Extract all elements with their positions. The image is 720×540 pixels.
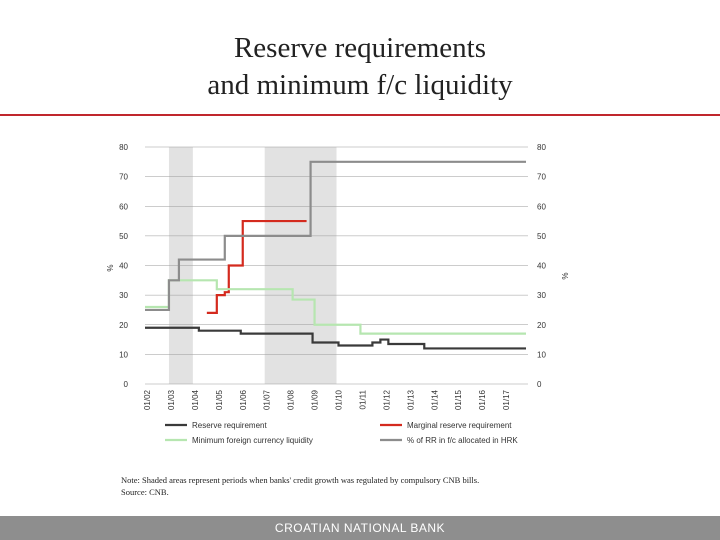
slide-title: Reserve requirements and minimum f/c liq… <box>0 30 720 104</box>
x-tick-label-01-04: 01/04 <box>191 389 200 410</box>
x-tick-label-01-16: 01/16 <box>478 389 487 410</box>
y-axis-label-left: % <box>106 264 115 271</box>
x-tick-label-01-06: 01/06 <box>239 389 248 410</box>
y-tick-left-30: 30 <box>119 291 128 300</box>
y-tick-right-30: 30 <box>537 291 546 300</box>
x-tick-label-01-08: 01/08 <box>287 389 296 410</box>
x-tick-label-01-13: 01/13 <box>406 389 415 410</box>
x-tick-label-01-07: 01/07 <box>263 389 272 410</box>
y-axis-label-right: % <box>560 272 569 279</box>
y-tick-right-60: 60 <box>537 202 546 211</box>
y-tick-left-50: 50 <box>119 232 128 241</box>
y-tick-right-10: 10 <box>537 350 546 359</box>
y-tick-left-20: 20 <box>119 321 128 330</box>
series-line-reserve-requirement <box>145 326 527 350</box>
slide-title-line2: and minimum f/c liquidity <box>207 69 513 101</box>
x-tick-label-01-02: 01/02 <box>143 389 152 410</box>
slide-title-line1: Reserve requirements <box>233 32 487 64</box>
y-tick-right-20: 20 <box>537 321 546 330</box>
y-tick-right-80: 80 <box>537 143 546 152</box>
y-tick-right-70: 70 <box>537 173 546 182</box>
y-tick-left-60: 60 <box>119 202 128 211</box>
series-line-of-rr-in-f-c-allocated-in-hrk <box>145 160 527 312</box>
footer-label: CROATIAN NATIONAL BANK <box>274 521 446 535</box>
x-tick-label-01-03: 01/03 <box>167 389 176 410</box>
x-tick-label-01-14: 01/14 <box>430 389 439 410</box>
x-tick-label-01-12: 01/12 <box>382 389 391 410</box>
x-tick-label-01-09: 01/09 <box>311 389 320 410</box>
legend-label-reserve-requirement: Reserve requirement <box>192 421 267 430</box>
y-tick-left-70: 70 <box>119 173 128 182</box>
series-line-marginal-reserve-requirement <box>206 219 307 314</box>
x-tick-label-01-15: 01/15 <box>454 389 463 410</box>
chart-source: Source: CNB. <box>121 487 169 497</box>
chart-note: Note: Shaded areas represent periods whe… <box>121 475 480 485</box>
y-tick-right-40: 40 <box>537 262 546 271</box>
footer-bar: CROATIAN NATIONAL BANK <box>0 516 720 540</box>
title-divider <box>0 114 720 116</box>
y-tick-left-0: 0 <box>124 380 129 389</box>
x-tick-label-01-17: 01/17 <box>502 389 511 410</box>
legend-label-marginal-reserve-requirement: Marginal reserve requirement <box>407 421 512 430</box>
x-tick-label-01-05: 01/05 <box>215 389 224 410</box>
x-tick-label-01-11: 01/11 <box>358 389 367 409</box>
y-tick-left-80: 80 <box>119 143 128 152</box>
legend-label-of-rr-in-f-c-allocated-in-hrk: % of RR in f/c allocated in HRK <box>407 436 518 445</box>
y-tick-left-40: 40 <box>119 262 128 271</box>
x-tick-label-01-10: 01/10 <box>335 389 344 410</box>
reserve-requirements-chart: 0 0 10 10 20 20 30 30 40 40 50 50 60 60 70 70 80 80%% 01/0… <box>106 143 569 445</box>
y-tick-right-0: 0 <box>537 380 542 389</box>
y-tick-left-10: 10 <box>119 350 128 359</box>
chart-note-block: Note: Shaded areas represent periods whe… <box>121 474 681 498</box>
legend-label-minimum-foreign-currency-liquidity: Minimum foreign currency liquidity <box>192 436 313 445</box>
y-tick-right-50: 50 <box>537 232 546 241</box>
